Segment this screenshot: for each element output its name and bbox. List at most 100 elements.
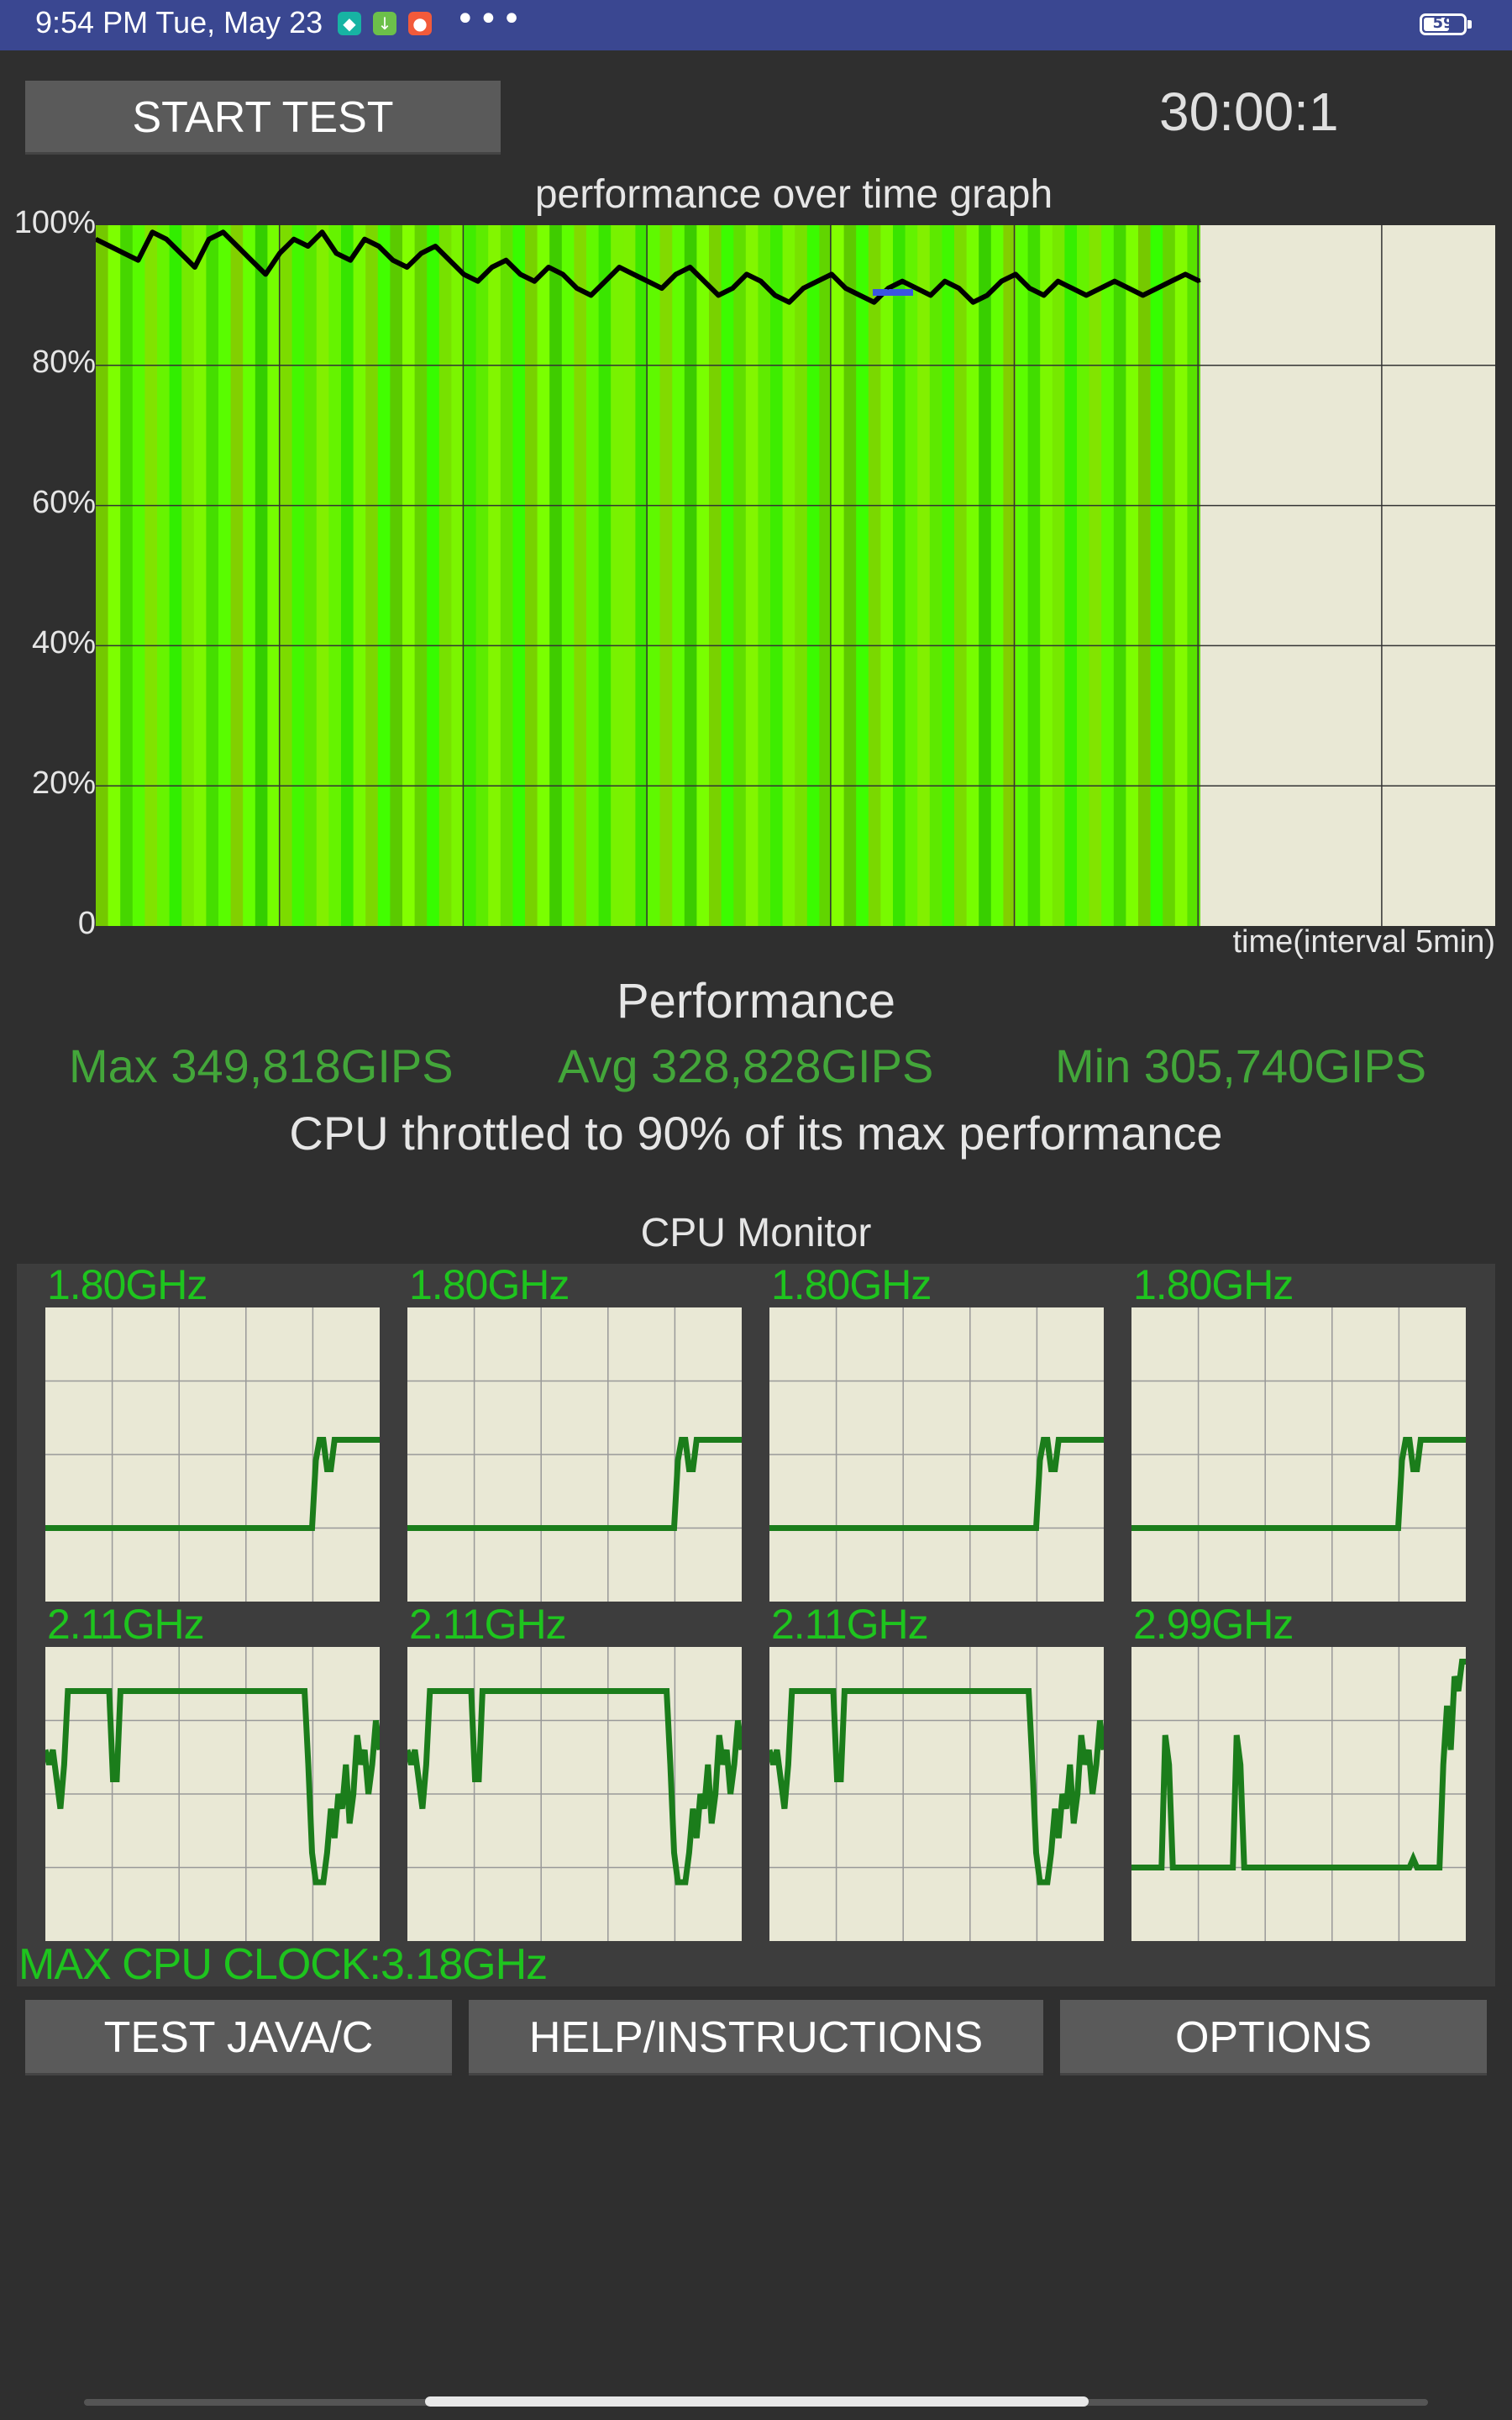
performance-band	[230, 225, 244, 926]
performance-area	[96, 225, 1200, 926]
core-frequency-line	[407, 1688, 742, 1886]
performance-point	[759, 280, 763, 283]
core-frequency-line	[1131, 1659, 1466, 1870]
performance-point	[886, 287, 890, 290]
core-6-graph	[407, 1647, 742, 1941]
performance-point	[321, 230, 323, 234]
performance-band	[525, 225, 538, 926]
y-tick-label: 40%	[31, 625, 96, 660]
performance-point	[363, 238, 366, 241]
core-frequency-label: 1.80GHz	[47, 1261, 207, 1308]
performance-point	[518, 272, 522, 276]
performance-band	[709, 225, 722, 926]
performance-point	[604, 280, 606, 283]
performance-point	[1184, 272, 1187, 276]
performance-band	[795, 225, 808, 926]
performance-band	[782, 225, 796, 926]
performance-band	[635, 225, 648, 926]
performance-point	[646, 280, 649, 283]
performance-point	[985, 293, 989, 297]
performance-band	[1126, 225, 1139, 926]
performance-band	[966, 225, 980, 926]
performance-band	[672, 225, 685, 926]
core-frequency-line	[769, 1688, 1104, 1886]
performance-point	[448, 259, 451, 262]
performance-band	[733, 225, 747, 926]
performance-point	[617, 266, 621, 269]
core-frequency-label: 2.99GHz	[1133, 1601, 1294, 1648]
core-8-graph	[1131, 1647, 1466, 1941]
performance-band	[451, 225, 465, 926]
performance-band	[598, 225, 612, 926]
performance-point	[1113, 280, 1116, 283]
core-frequency-line	[45, 1688, 380, 1886]
performance-band	[1101, 225, 1115, 926]
performance-point	[1169, 280, 1173, 283]
performance-point	[433, 245, 437, 248]
graph-title: performance over time graph	[534, 172, 1053, 217]
performance-point	[179, 251, 182, 255]
performance-band	[979, 225, 992, 926]
performance-band	[1163, 225, 1176, 926]
status-time: 9:54 PM Tue, May 23	[35, 5, 323, 39]
performance-band	[353, 225, 367, 926]
core-frequency-line	[45, 1437, 380, 1531]
performance-band	[280, 225, 293, 926]
performance-point	[929, 293, 932, 297]
performance-band	[1003, 225, 1016, 926]
options-button[interactable]: OPTIONS	[1060, 2000, 1487, 2075]
performance-band	[1187, 225, 1200, 926]
performance-graph	[96, 225, 1495, 926]
help-instructions-button[interactable]: HELP/INSTRUCTIONS	[469, 2000, 1043, 2075]
gesture-handle[interactable]	[425, 2396, 1089, 2407]
performance-point	[462, 272, 465, 276]
performance-band	[475, 225, 490, 926]
performance-point	[476, 280, 480, 283]
performance-band	[267, 225, 281, 926]
performance-point	[1042, 293, 1046, 297]
battery-level-fill	[1424, 18, 1449, 31]
performance-point	[958, 287, 961, 290]
core-2-graph	[407, 1307, 742, 1602]
performance-band	[132, 225, 146, 926]
performance-band	[745, 225, 759, 926]
performance-point	[307, 245, 310, 248]
performance-band	[1138, 225, 1152, 926]
performance-point	[249, 259, 253, 262]
performance-point	[943, 280, 947, 283]
y-tick-label: 20%	[31, 765, 96, 801]
performance-point	[801, 287, 805, 290]
performance-band	[770, 225, 784, 926]
performance-band	[365, 225, 379, 926]
start-test-button[interactable]: START TEST	[25, 81, 501, 155]
performance-point	[717, 293, 720, 297]
performance-point	[774, 293, 777, 297]
performance-point	[547, 266, 550, 269]
performance-point	[96, 238, 97, 241]
performance-band	[990, 225, 1005, 926]
performance-point	[1014, 272, 1017, 276]
shield-app-icon: ◆	[338, 12, 361, 35]
performance-band	[856, 225, 869, 926]
y-tick-label: 80%	[31, 345, 96, 380]
performance-point	[675, 272, 678, 276]
performance-band	[721, 225, 735, 926]
performance-band	[561, 225, 575, 926]
performance-point	[292, 238, 296, 241]
core-frequency-label: 1.80GHz	[1133, 1261, 1294, 1308]
performance-point	[660, 287, 664, 290]
performance-point	[491, 266, 494, 269]
performance-band	[488, 225, 501, 926]
core-7-graph	[769, 1647, 1104, 1941]
core-1-graph	[45, 1307, 380, 1602]
performance-band	[169, 225, 183, 926]
test-java-c-button[interactable]: TEST JAVA/C	[25, 2000, 452, 2075]
performance-band	[648, 225, 661, 926]
performance-band	[684, 225, 698, 926]
performance-band	[1064, 225, 1078, 926]
performance-band	[917, 225, 931, 926]
performance-point	[236, 245, 239, 248]
performance-band	[255, 225, 269, 926]
performance-point	[689, 266, 691, 269]
performance-point	[844, 287, 848, 290]
